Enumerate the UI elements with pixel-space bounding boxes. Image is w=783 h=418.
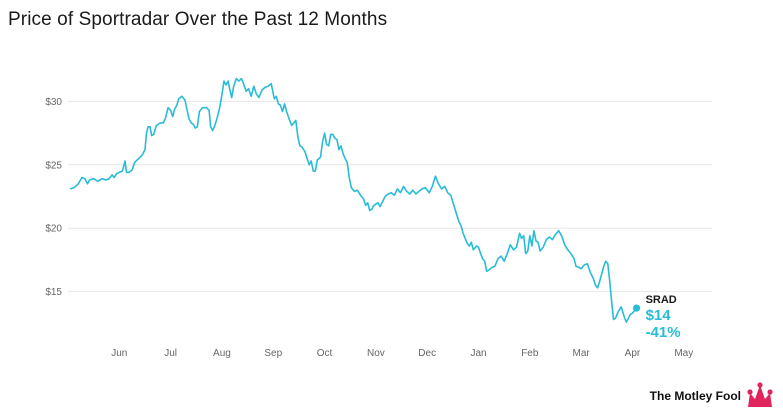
y-tick-label: $30 — [45, 97, 62, 108]
chart-title: Price of Sportradar Over the Past 12 Mon… — [8, 9, 388, 30]
brand-name: The Motley Fool — [649, 389, 741, 403]
x-tick-label: Jul — [164, 348, 177, 359]
series-line-srad — [69, 77, 638, 323]
x-tick-label: Jun — [111, 348, 127, 359]
x-tick-label: Jan — [470, 348, 486, 359]
x-tick-label: Feb — [521, 348, 539, 359]
x-tick-label: Sep — [264, 348, 282, 359]
x-axis-tick-labels: Jun Jul Aug Sep Oct Nov Dec Jan Feb Mar Apr May — [111, 348, 693, 359]
end-label-price: $14 — [646, 307, 672, 324]
y-tick-label: $25 — [45, 160, 62, 171]
end-label-change: -41% — [646, 324, 681, 341]
brand-logo: The Motley Fool — [650, 381, 775, 411]
end-label-ticker: SRAD — [646, 294, 677, 306]
x-tick-label: Aug — [213, 348, 231, 359]
x-tick-label: May — [674, 348, 693, 359]
x-tick-label: Apr — [625, 348, 641, 359]
gridlines — [68, 100, 712, 293]
y-tick-label: $15 — [45, 287, 62, 298]
x-tick-label: Dec — [418, 348, 436, 359]
series-end-marker — [632, 304, 641, 312]
x-tick-label: Nov — [367, 348, 385, 359]
y-axis-tick-labels: $15 $20 $25 $30 — [45, 97, 62, 298]
x-tick-label: Mar — [573, 348, 591, 359]
y-tick-label: $20 — [45, 224, 62, 235]
x-tick-label: Oct — [317, 348, 333, 359]
jester-cap-icon — [747, 382, 773, 407]
